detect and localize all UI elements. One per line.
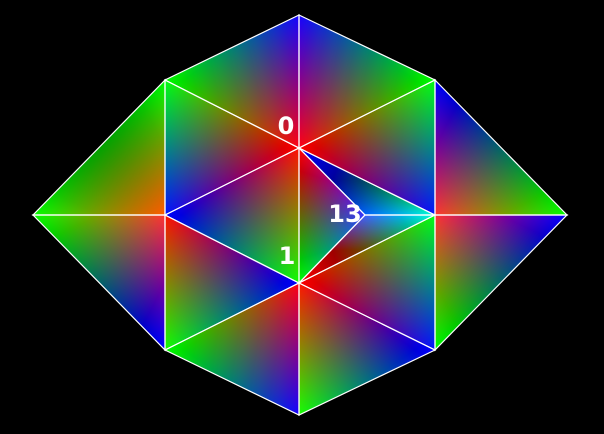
vertex-label-0: 0	[278, 112, 295, 140]
vertex-label-1: 1	[279, 242, 296, 270]
vertex-label-13: 13	[328, 200, 361, 228]
